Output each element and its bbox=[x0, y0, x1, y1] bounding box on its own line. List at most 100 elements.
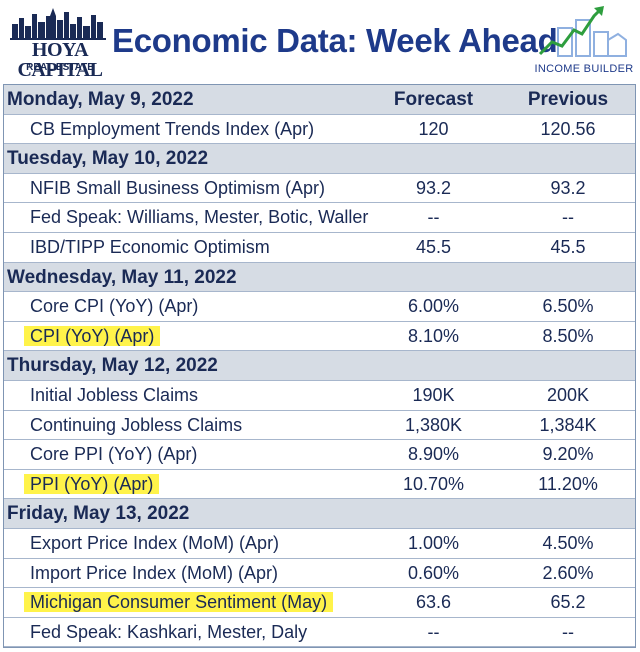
indicator-label: Continuing Jobless Claims bbox=[4, 411, 366, 440]
previous-value: 4.50% bbox=[542, 533, 594, 553]
forecast-value: -- bbox=[427, 621, 440, 642]
label-text: CB Employment Trends Index (Apr) bbox=[30, 118, 315, 139]
previous-value: 200K bbox=[546, 385, 590, 405]
forecast-header bbox=[366, 144, 501, 173]
previous-header bbox=[501, 144, 635, 173]
label-text: Continuing Jobless Claims bbox=[30, 414, 243, 435]
indicator-label: PPI (YoY) (Apr) bbox=[4, 470, 366, 499]
header: HOYA CAPITAL REAL ESTATE Economic Data: … bbox=[0, 0, 640, 82]
indicator-label: CPI (YoY) (Apr) bbox=[4, 322, 366, 351]
day-label: Tuesday, May 10, 2022 bbox=[4, 144, 366, 173]
income-builder-logo: INCOME BUILDER bbox=[532, 6, 636, 80]
day-label: Monday, May 9, 2022 bbox=[4, 85, 366, 114]
table-row: Continuing Jobless Claims 1,380K 1,384K bbox=[4, 410, 635, 441]
hoya-capital-logo: HOYA CAPITAL REAL ESTATE bbox=[6, 6, 110, 81]
label-text: IBD/TIPP Economic Optimism bbox=[30, 237, 270, 257]
indicator-label: Import Price Index (MoM) (Apr) bbox=[4, 559, 366, 588]
indicator-label: Core CPI (YoY) (Apr) bbox=[4, 292, 366, 321]
day-label: Wednesday, May 11, 2022 bbox=[4, 263, 366, 292]
label-text: Tuesday, May 10, 2022 bbox=[7, 148, 209, 170]
highlighted-indicator-text: Michigan Consumer Sentiment (May) bbox=[24, 592, 334, 613]
previous-header bbox=[501, 351, 635, 380]
page-title: Economic Data: Week Ahead bbox=[112, 22, 558, 59]
forecast-value: 190K bbox=[412, 385, 455, 405]
day-header-row: Monday, May 9, 2022 Forecast Previous bbox=[4, 85, 635, 115]
economic-calendar-table: Monday, May 9, 2022 Forecast Previous CB Em… bbox=[3, 84, 636, 648]
previous-header: Previous bbox=[527, 89, 609, 110]
label-text: Export Price Index (MoM) (Apr) bbox=[30, 533, 280, 553]
forecast-value: 63.6 bbox=[415, 592, 452, 613]
indicator-label: NFIB Small Business Optimism (Apr) bbox=[4, 174, 366, 203]
previous-value: 65.2 bbox=[550, 592, 586, 613]
day-header-row: Tuesday, May 10, 2022 bbox=[4, 144, 635, 174]
table-row: Export Price Index (MoM) (Apr) 1.00% 4.50% bbox=[4, 529, 635, 559]
day-label: Thursday, May 12, 2022 bbox=[4, 351, 366, 380]
table-row: Core PPI (YoY) (Apr) 8.90% 9.20% bbox=[4, 440, 635, 470]
previous-value: 9.20% bbox=[542, 444, 594, 465]
previous-value: -- bbox=[562, 621, 574, 642]
table-row: Fed Speak: Kashkari, Mester, Daly -- -- bbox=[4, 617, 635, 648]
forecast-value: 1.00% bbox=[407, 533, 460, 553]
previous-value: -- bbox=[562, 207, 574, 228]
table-row: Michigan Consumer Sentiment (May) 63.6 65.… bbox=[4, 588, 635, 618]
forecast-value: 45.5 bbox=[415, 237, 452, 257]
table-row: IBD/TIPP Economic Optimism 45.5 45.5 bbox=[4, 233, 635, 263]
label-text: Fed Speak: Williams, Mester, Botic, Wall… bbox=[30, 207, 369, 228]
forecast-value: 120 bbox=[418, 118, 449, 139]
indicator-label: Initial Jobless Claims bbox=[4, 381, 366, 410]
skyline-icon bbox=[10, 8, 106, 40]
indicator-label: Export Price Index (MoM) (Apr) bbox=[4, 529, 366, 558]
table-row: Initial Jobless Claims 190K 200K bbox=[4, 381, 635, 411]
forecast-header bbox=[366, 499, 501, 528]
label-text: Fed Speak: Kashkari, Mester, Daly bbox=[30, 621, 308, 642]
highlighted-indicator-text: PPI (YoY) (Apr) bbox=[24, 473, 160, 494]
label-text: NFIB Small Business Optimism (Apr) bbox=[30, 177, 326, 198]
table-row: Core CPI (YoY) (Apr) 6.00% 6.50% bbox=[4, 292, 635, 322]
table-row: Import Price Index (MoM) (Apr) 0.60% 2.60% bbox=[4, 558, 635, 589]
previous-value: 45.5 bbox=[550, 237, 586, 257]
forecast-value: -- bbox=[427, 207, 440, 228]
previous-value: 1,384K bbox=[539, 414, 597, 435]
forecast-value: 8.90% bbox=[407, 444, 460, 465]
previous-value: 2.60% bbox=[542, 562, 594, 583]
table-row: NFIB Small Business Optimism (Apr) 93.2 93… bbox=[4, 173, 635, 204]
previous-header bbox=[501, 499, 635, 528]
previous-header bbox=[501, 263, 635, 292]
income-builder-label: INCOME BUILDER bbox=[534, 63, 634, 75]
forecast-header bbox=[366, 263, 501, 292]
previous-value: 93.2 bbox=[550, 177, 586, 198]
indicator-label: Fed Speak: Williams, Mester, Botic, Wall… bbox=[4, 203, 369, 232]
label-text: Monday, May 9, 2022 bbox=[7, 89, 194, 110]
forecast-value: 6.00% bbox=[407, 296, 460, 317]
label-text: Thursday, May 12, 2022 bbox=[7, 355, 218, 377]
day-header-row: Wednesday, May 11, 2022 bbox=[4, 262, 635, 293]
table-row: Fed Speak: Williams, Mester, Botic, Wall… bbox=[4, 203, 635, 233]
previous-value: 8.50% bbox=[542, 325, 594, 346]
indicator-label: CB Employment Trends Index (Apr) bbox=[4, 115, 366, 144]
forecast-header bbox=[366, 351, 501, 380]
previous-value: 11.20% bbox=[538, 473, 598, 494]
forecast-value: 93.2 bbox=[415, 177, 452, 198]
table-row: CB Employment Trends Index (Apr) 120 120.5… bbox=[4, 114, 635, 145]
day-header-row: Thursday, May 12, 2022 bbox=[4, 351, 635, 381]
label-text: Core CPI (YoY) (Apr) bbox=[30, 296, 199, 317]
previous-value: 6.50% bbox=[542, 296, 594, 317]
day-label: Friday, May 13, 2022 bbox=[4, 499, 366, 528]
forecast-value: 8.10% bbox=[407, 325, 460, 346]
highlighted-indicator-text: CPI (YoY) (Apr) bbox=[24, 325, 161, 346]
forecast-header: Forecast bbox=[393, 89, 474, 110]
indicator-label: IBD/TIPP Economic Optimism bbox=[4, 233, 366, 262]
forecast-value: 10.70% bbox=[402, 473, 465, 494]
label-text: Import Price Index (MoM) (Apr) bbox=[30, 562, 279, 583]
table-row: PPI (YoY) (Apr) 10.70% 11.20% bbox=[4, 469, 635, 500]
brand-subtitle: REAL ESTATE bbox=[26, 62, 94, 73]
label-text: Friday, May 13, 2022 bbox=[7, 503, 190, 525]
label-text: Core PPI (YoY) (Apr) bbox=[30, 444, 198, 465]
previous-value: 120.56 bbox=[540, 118, 596, 139]
growth-chart-icon bbox=[538, 6, 627, 57]
table-row: CPI (YoY) (Apr) 8.10% 8.50% bbox=[4, 321, 635, 352]
brand-name: HOYA CAPITAL bbox=[17, 39, 103, 81]
label-text: Initial Jobless Claims bbox=[30, 385, 199, 405]
forecast-value: 1,380K bbox=[404, 414, 463, 435]
indicator-label: Core PPI (YoY) (Apr) bbox=[4, 440, 366, 469]
